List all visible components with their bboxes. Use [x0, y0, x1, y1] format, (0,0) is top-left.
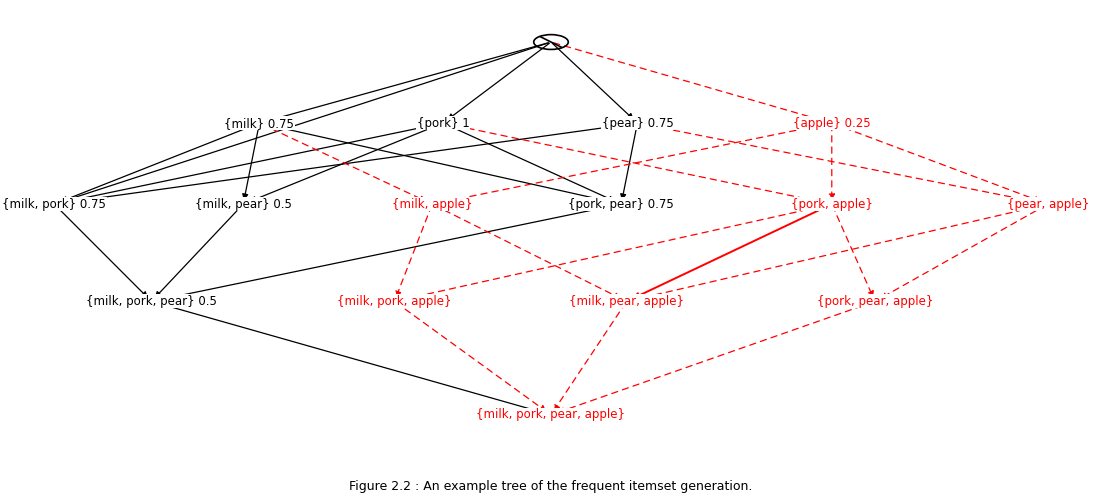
Text: {apple} 0.25: {apple} 0.25 — [793, 117, 871, 129]
Text: {milk, apple}: {milk, apple} — [392, 198, 473, 211]
Text: {milk} 0.75: {milk} 0.75 — [225, 117, 294, 129]
Text: {milk, pork, pear, apple}: {milk, pork, pear, apple} — [476, 408, 626, 421]
Text: Figure 2.2 : An example tree of the frequent itemset generation.: Figure 2.2 : An example tree of the freq… — [349, 480, 753, 493]
Text: {pork, apple}: {pork, apple} — [791, 198, 873, 211]
Text: {pork, pear, apple}: {pork, pear, apple} — [817, 295, 933, 308]
Text: {pork} 1: {pork} 1 — [417, 117, 469, 129]
Text: {pear, apple}: {pear, apple} — [1006, 198, 1089, 211]
Text: {milk, pear} 0.5: {milk, pear} 0.5 — [195, 198, 292, 211]
Text: {milk, pork} 0.75: {milk, pork} 0.75 — [2, 198, 106, 211]
Text: {milk, pork, pear} 0.5: {milk, pork, pear} 0.5 — [86, 295, 217, 308]
Text: {milk, pear, apple}: {milk, pear, apple} — [569, 295, 684, 308]
Text: {pear} 0.75: {pear} 0.75 — [602, 117, 673, 129]
Text: {milk, pork, apple}: {milk, pork, apple} — [337, 295, 452, 308]
Text: {pork, pear} 0.75: {pork, pear} 0.75 — [569, 198, 674, 211]
